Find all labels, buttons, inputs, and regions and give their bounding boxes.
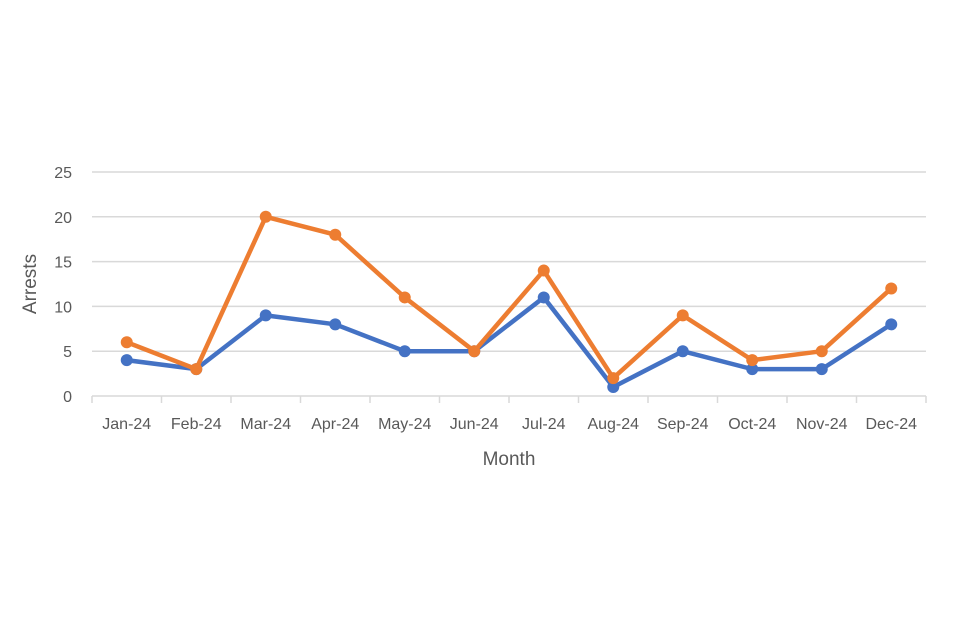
data-point [120, 336, 133, 349]
x-tick-label: Nov-24 [796, 416, 848, 433]
data-point [746, 354, 759, 367]
x-tick-label: Feb-24 [171, 416, 222, 433]
series-2 [120, 210, 898, 385]
x-tick-label: Aug-24 [587, 416, 639, 433]
y-tick-label: 5 [63, 344, 72, 361]
gridlines [92, 171, 926, 352]
series-line [124, 214, 894, 381]
data-point [398, 345, 411, 358]
y-tick-label: 15 [54, 255, 72, 272]
y-axis-title: Arrests [20, 254, 41, 314]
x-tick-label: Oct-24 [728, 416, 776, 433]
data-point [259, 309, 272, 322]
data-point [676, 309, 689, 322]
x-tick-label: Jan-24 [102, 416, 151, 433]
data-point [746, 363, 759, 376]
data-point [259, 210, 272, 223]
data-point [190, 363, 203, 376]
y-axis-tick-labels: 0 5 10 15 20 25 [54, 165, 72, 406]
data-point [885, 282, 898, 295]
data-point [607, 372, 620, 385]
data-point [329, 228, 342, 241]
y-tick-label: 25 [54, 165, 72, 182]
data-point [537, 264, 550, 277]
data-point [815, 363, 828, 376]
data-point [815, 345, 828, 358]
data-point [607, 381, 620, 394]
x-tick-label: Apr-24 [311, 416, 359, 433]
data-point [329, 318, 342, 331]
x-tick-label: Mar-24 [240, 416, 291, 433]
x-axis-title: Month [483, 449, 536, 470]
y-tick-label: 20 [54, 210, 72, 227]
x-tick-label: May-24 [378, 416, 431, 433]
data-point [676, 345, 689, 358]
y-tick-label: 10 [54, 299, 72, 316]
y-tick-label: 0 [63, 389, 72, 406]
x-tick-label: Jul-24 [522, 416, 566, 433]
x-axis [91, 395, 927, 403]
data-point [398, 291, 411, 304]
data-point [885, 318, 898, 331]
data-point [537, 291, 550, 304]
data-point [468, 345, 481, 358]
data-point [120, 354, 133, 367]
x-tick-label: Sep-24 [657, 416, 709, 433]
x-tick-label: Jun-24 [450, 416, 499, 433]
series-line [124, 295, 894, 390]
x-axis-tick-labels: Jan-24 Feb-24 Mar-24 Apr-24 May-24 Jun-24 Jul-… [102, 416, 917, 433]
x-tick-label: Dec-24 [865, 416, 917, 433]
series-layer [120, 210, 898, 394]
